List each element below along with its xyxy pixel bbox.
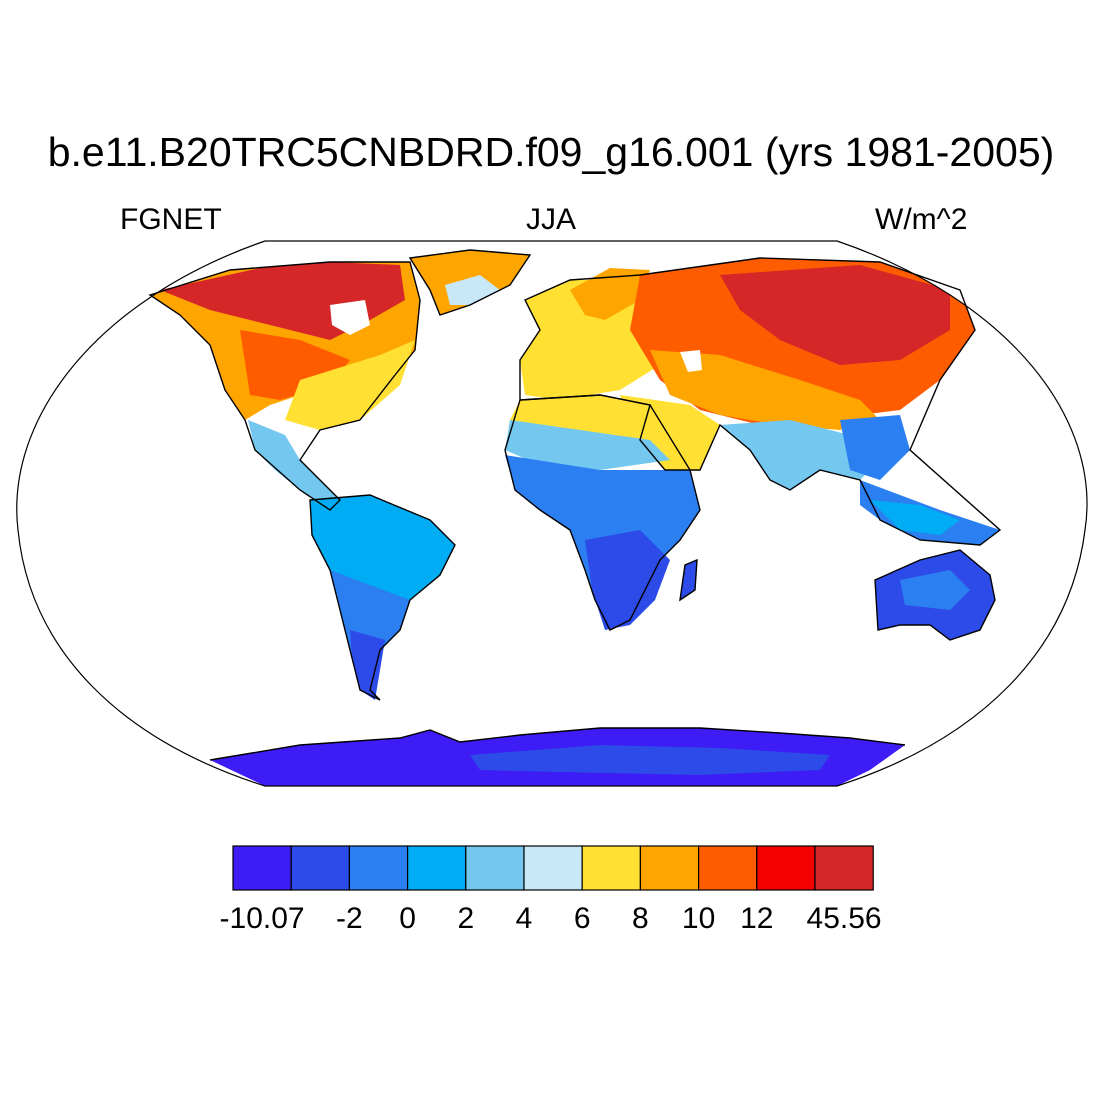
central-asia — [650, 350, 880, 430]
colorbar-tick-label: 12 — [740, 902, 773, 935]
south-asia — [720, 420, 880, 490]
colorbar-box — [523, 845, 583, 891]
hudson-bay — [330, 300, 370, 335]
indonesia — [870, 500, 960, 535]
colorbar-box — [465, 845, 525, 891]
colorbar-tick-label: 8 — [632, 902, 649, 935]
colorbar-box — [756, 845, 816, 891]
colorbar-box — [348, 845, 409, 891]
sahel — [505, 420, 670, 470]
colorbar-tick-label: 0 — [399, 902, 416, 935]
colorbar-tick-label: -2 — [336, 902, 363, 935]
colorbar-box — [581, 845, 642, 891]
colorbar-box — [639, 845, 700, 891]
greenland-interior — [445, 275, 500, 305]
usa-east — [285, 340, 415, 430]
siberia-core — [720, 265, 950, 365]
antarctica-plateau — [470, 745, 830, 775]
colorbar-tick-label: 45.56 — [807, 902, 882, 935]
colorbar-tick-label: 6 — [574, 902, 591, 935]
colorbar-tick-label: 2 — [457, 902, 474, 935]
map-border — [16, 240, 1088, 787]
colorbar-boxes — [232, 845, 874, 891]
map-title: b.e11.B20TRC5CNBDRD.f09_g16.001 (yrs 198… — [47, 129, 1055, 175]
caspian-sea — [680, 350, 702, 372]
madagascar — [680, 560, 697, 600]
colorbar-box — [814, 845, 874, 891]
colorbar-box — [232, 845, 292, 891]
colorbar-box — [697, 845, 758, 891]
land-field — [150, 250, 1000, 786]
colorbar-tick-label: 4 — [516, 902, 533, 935]
colorbar-tick-label: -10.07 — [220, 902, 305, 935]
east-asia — [840, 415, 910, 480]
colorbar-labels: -10.07 -2 0 2 4 6 8 10 12 45.56 — [220, 902, 882, 935]
southern-africa — [585, 530, 670, 630]
colorbar-box — [290, 845, 351, 891]
south-america-south — [330, 570, 410, 700]
colorbar-box — [407, 845, 467, 891]
south-america-north — [310, 495, 455, 600]
scandinavia — [570, 268, 650, 320]
coastlines — [148, 249, 1002, 761]
central-america — [248, 420, 340, 510]
dataset-label: FGNET — [120, 203, 222, 236]
season-label: JJA — [525, 203, 576, 236]
colorbar-tick-label: 10 — [682, 902, 715, 935]
australia-interior — [900, 570, 970, 610]
units-label: W/m^2 — [875, 203, 968, 236]
